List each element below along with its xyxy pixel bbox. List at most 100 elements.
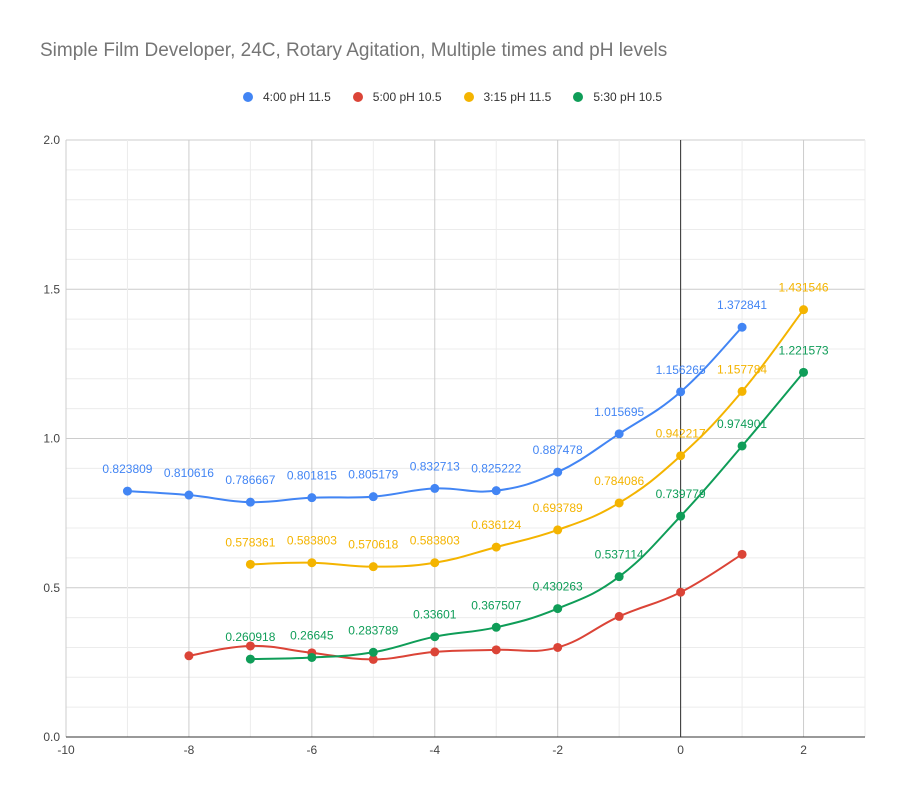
y-tick-label: 0.0 bbox=[43, 730, 60, 744]
x-tick-label: -8 bbox=[184, 743, 195, 757]
data-label: 0.260918 bbox=[225, 630, 275, 644]
data-point bbox=[184, 490, 194, 500]
series-line bbox=[250, 309, 805, 568]
data-point bbox=[553, 642, 563, 652]
data-point bbox=[307, 652, 317, 662]
data-point bbox=[737, 386, 747, 396]
data-point bbox=[553, 525, 563, 535]
data-point bbox=[676, 451, 686, 461]
data-point bbox=[245, 497, 255, 507]
data-label: 0.636124 bbox=[471, 518, 521, 532]
data-label: 1.156265 bbox=[656, 363, 706, 377]
data-label: 1.221573 bbox=[779, 343, 829, 357]
legend: 4:00 pH 11.5 5:00 pH 10.5 3:15 pH 11.5 5:30… bbox=[0, 90, 905, 104]
data-label: 0.367507 bbox=[471, 598, 521, 612]
data-point bbox=[737, 549, 747, 559]
data-point bbox=[184, 651, 194, 661]
data-label: 0.578361 bbox=[225, 535, 275, 549]
data-label: 0.693789 bbox=[533, 501, 583, 515]
legend-item: 3:15 pH 11.5 bbox=[463, 90, 552, 104]
data-label: 0.823809 bbox=[102, 462, 152, 476]
chart-title: Simple Film Developer, 24C, Rotary Agita… bbox=[40, 40, 668, 61]
y-tick-label: 1.0 bbox=[43, 432, 60, 446]
data-point bbox=[122, 486, 132, 496]
legend-item: 5:30 pH 10.5 bbox=[573, 90, 662, 104]
data-label: 0.583803 bbox=[287, 534, 337, 548]
data-label: 0.33601 bbox=[413, 608, 457, 622]
data-point bbox=[245, 641, 255, 651]
x-tick-label: -2 bbox=[552, 743, 563, 757]
data-label: 0.801815 bbox=[287, 469, 337, 483]
data-point bbox=[614, 498, 624, 508]
data-point bbox=[614, 611, 624, 621]
data-point bbox=[614, 429, 624, 439]
series-0: 0.823809 0.810616 0.786667 0.801815 0.805179… bbox=[102, 298, 767, 507]
data-point bbox=[368, 492, 378, 502]
legend-item: 5:00 pH 10.5 bbox=[352, 90, 442, 104]
data-point bbox=[799, 305, 809, 315]
legend-item: 4:00 pH 11.5 bbox=[242, 90, 331, 104]
data-label: 1.157784 bbox=[717, 362, 767, 376]
data-point bbox=[737, 322, 747, 332]
data-point bbox=[430, 558, 440, 568]
data-label: 0.570618 bbox=[348, 538, 398, 552]
data-label: 0.26645 bbox=[290, 628, 334, 642]
data-point bbox=[368, 647, 378, 657]
series-line bbox=[127, 326, 743, 504]
legend-label: 3:15 pH 11.5 bbox=[483, 90, 552, 104]
data-point bbox=[676, 587, 686, 597]
x-tick-label: 2 bbox=[800, 743, 807, 757]
legend-marker bbox=[463, 92, 474, 102]
data-label: 1.015695 bbox=[594, 405, 644, 419]
data-point bbox=[307, 558, 317, 568]
data-label: 0.784086 bbox=[594, 474, 644, 488]
series-2: 0.578361 0.583803 0.570618 0.583803 0.636124… bbox=[225, 281, 829, 572]
data-label: 0.583803 bbox=[410, 534, 460, 548]
data-point bbox=[553, 604, 563, 614]
data-point bbox=[245, 654, 255, 664]
series-line bbox=[250, 371, 805, 661]
legend-label: 5:00 pH 10.5 bbox=[372, 90, 442, 104]
series-line bbox=[188, 553, 743, 661]
series-3: 0.260918 0.26645 0.283789 0.33601 0.367507 0.… bbox=[225, 343, 829, 664]
gridlines bbox=[65, 139, 866, 738]
data-point bbox=[614, 572, 624, 582]
data-point bbox=[799, 367, 809, 377]
data-label: 0.974901 bbox=[717, 417, 767, 431]
data-label: 0.786667 bbox=[225, 473, 275, 487]
x-tick-label: 0 bbox=[677, 743, 684, 757]
data-label: 0.537114 bbox=[595, 548, 644, 562]
series-1 bbox=[184, 549, 747, 664]
data-label: 1.431546 bbox=[779, 281, 829, 295]
y-tick-label: 2.0 bbox=[43, 133, 60, 147]
data-label: 0.810616 bbox=[164, 466, 214, 480]
data-label: 1.372841 bbox=[717, 298, 767, 312]
data-label: 0.832713 bbox=[410, 459, 460, 473]
data-label: 0.430263 bbox=[533, 580, 583, 594]
data-point bbox=[491, 486, 501, 496]
data-point bbox=[676, 511, 686, 521]
data-point bbox=[245, 559, 255, 569]
data-label: 0.825222 bbox=[471, 462, 521, 476]
legend-label: 4:00 pH 11.5 bbox=[262, 90, 331, 104]
legend-label: 5:30 pH 10.5 bbox=[593, 90, 663, 104]
legend-marker bbox=[352, 92, 363, 102]
data-point bbox=[553, 467, 563, 477]
data-point bbox=[491, 622, 501, 632]
data-point bbox=[368, 654, 378, 664]
legend-marker bbox=[573, 92, 584, 102]
data-point bbox=[491, 542, 501, 552]
data-point bbox=[676, 387, 686, 397]
data-label: 0.887478 bbox=[533, 443, 583, 457]
y-tick-label: 1.5 bbox=[43, 282, 60, 296]
data-point bbox=[430, 647, 440, 657]
data-point bbox=[491, 645, 501, 655]
data-point bbox=[368, 562, 378, 572]
data-label: 0.739779 bbox=[656, 487, 706, 501]
data-point bbox=[430, 632, 440, 642]
x-tick-label: -4 bbox=[429, 743, 440, 757]
x-tick-label: -10 bbox=[57, 743, 75, 757]
x-tick-label: -6 bbox=[307, 743, 318, 757]
data-point bbox=[307, 493, 317, 503]
